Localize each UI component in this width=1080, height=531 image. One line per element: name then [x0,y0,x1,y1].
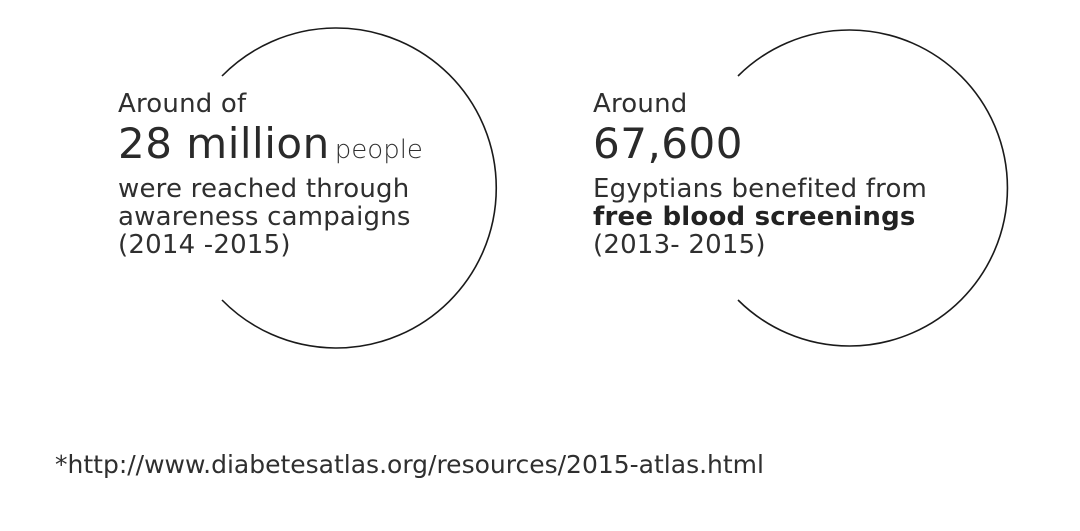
stat-intro: Around of [118,89,247,119]
stat-figure-row: 67,600 [593,122,927,175]
stat-period: (2014 -2015) [118,230,291,260]
stat-figure: 67,600 [593,119,743,168]
stat-period: (2013- 2015) [593,230,766,260]
stat-description-bold: free blood screenings [593,202,916,232]
stat-screenings: Around 67,600 Egyptians benefited from f… [593,90,927,259]
stat-description-line-1: were reached through [118,174,410,204]
stat-awareness: Around of 28 million people were reached… [118,90,423,259]
stat-intro: Around [593,89,688,119]
stat-description-line-1: Egyptians benefited from [593,174,928,204]
stat-description-line-2: awareness campaigns [118,202,411,232]
right-circle-arc [737,29,1009,347]
stat-figure-row: 28 million people [118,122,423,175]
stat-figure-suffix: people [334,135,423,165]
left-circle-arc [221,27,498,349]
source-footnote: *http://www.diabetesatlas.org/resources/… [55,450,764,479]
stat-figure: 28 million [118,119,330,168]
